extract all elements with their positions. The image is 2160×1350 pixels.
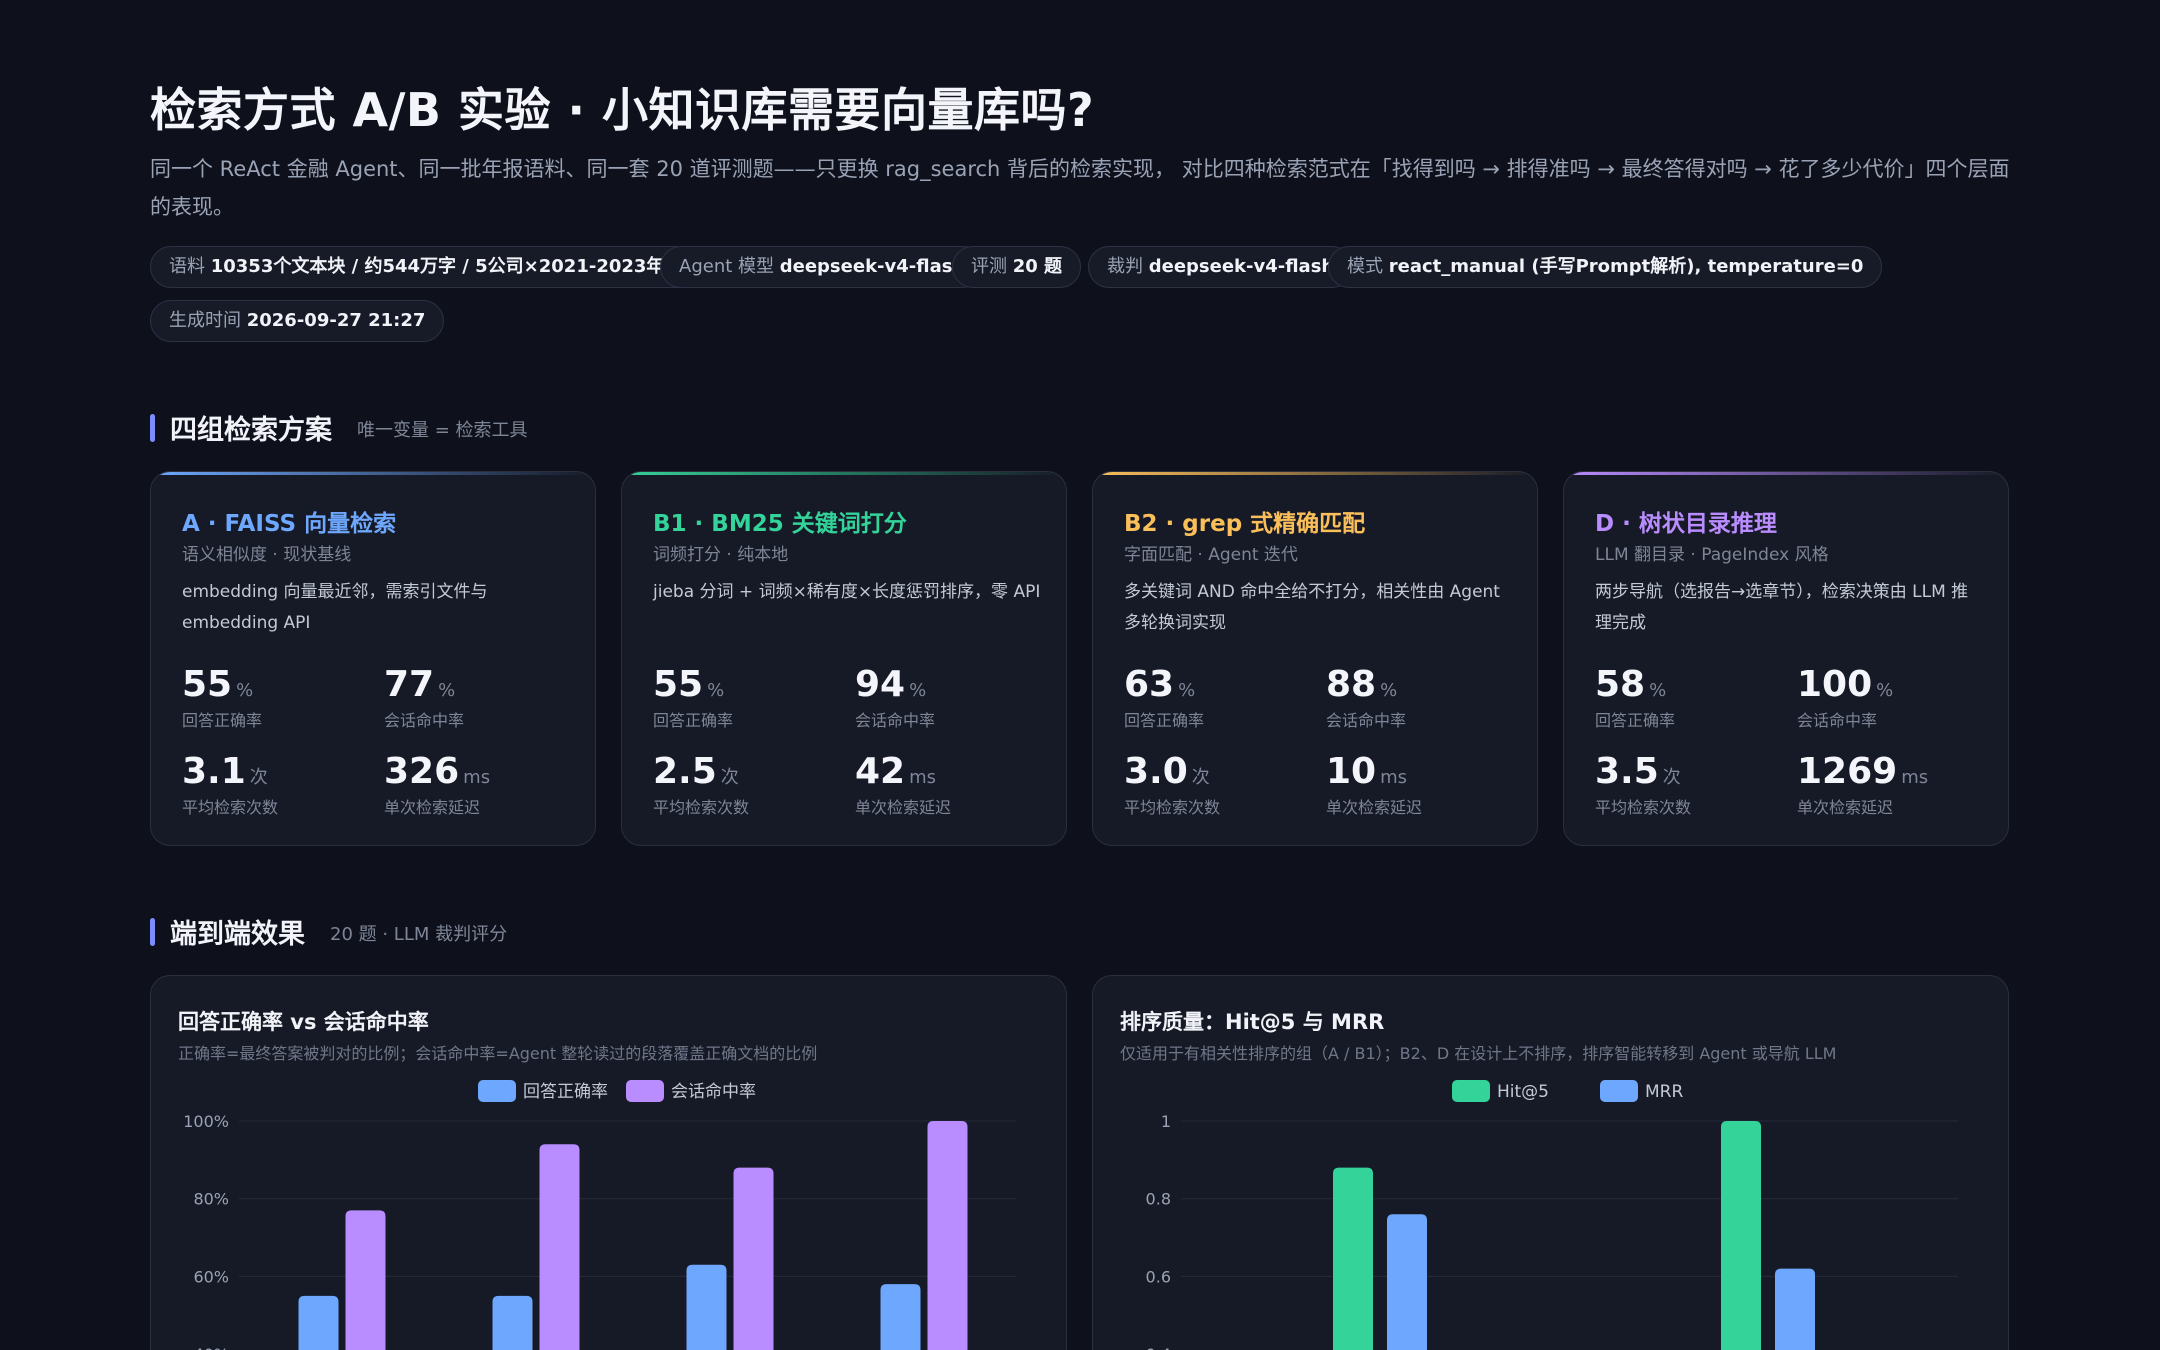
metric-hit: 100% 会话命中率 [1797, 664, 1894, 730]
chip-judge: 裁判 deepseek-v4-flash [1088, 246, 1354, 288]
legend-swatch [1600, 1080, 1638, 1102]
y-tick-label: 1 [1161, 1112, 1171, 1131]
accuracy-hit-bar-chart: 100% 80% 60% 40% 回答正确率 会话命中率 [183, 1080, 1016, 1350]
page-title: 检索方式 A/B 实验 · 小知识库需要向量库吗? [150, 83, 1095, 137]
chart-description: 仅适用于有相关性排序的组（A / B1）；B2、D 在设计上不排序，排序智能转移… [1120, 1044, 1837, 1063]
bar [880, 1284, 921, 1350]
section-note: 唯一变量 = 检索工具 [357, 420, 528, 441]
metric-calls: 3.0 次 平均检索次数 [1124, 751, 1221, 817]
bar [492, 1295, 533, 1350]
card-subtitle: 词频打分 · 纯本地 [653, 545, 789, 565]
bar [1775, 1268, 1815, 1350]
metric-accuracy: 55% 回答正确率 [653, 664, 734, 730]
metric-latency: 326 ms 单次检索延迟 [384, 751, 491, 817]
section-accent-bar [150, 414, 155, 442]
card-subtitle: 字面匹配 · Agent 迭代 [1124, 545, 1298, 565]
section-title: 端到端效果 [170, 919, 305, 950]
metric-hit: 94% 会话命中率 [855, 664, 936, 730]
y-tick-label: 40% [193, 1345, 229, 1350]
bar [686, 1264, 727, 1350]
card-description: 两步导航（选报告→选章节），检索决策由 LLM 推理完成 [1595, 582, 1969, 633]
metric-latency: 10 ms 单次检索延迟 [1326, 751, 1423, 817]
card-accent-line [622, 472, 1066, 475]
metric-calls: 3.5 次 平均检索次数 [1595, 751, 1692, 817]
card-title: A · FAISS 向量检索 [182, 511, 397, 537]
bar [298, 1295, 339, 1350]
bar [345, 1210, 386, 1350]
metric-latency: 42 ms 单次检索延迟 [855, 751, 952, 817]
metric-calls: 3.1 次 平均检索次数 [182, 751, 279, 817]
card-description: 多关键词 AND 命中全给不打分，相关性由 Agent 多轮换词实现 [1124, 582, 1500, 633]
scheme-card-a: A · FAISS 向量检索 语义相似度 · 现状基线 embedding 向量… [150, 471, 596, 846]
scheme-card-b1: B1 · BM25 关键词打分 词频打分 · 纯本地 jieba 分词 + 词频… [621, 471, 1067, 846]
metric-latency: 1269 ms 单次检索延迟 [1797, 751, 1929, 817]
chart-title: 排序质量：Hit@5 与 MRR [1120, 1010, 1385, 1034]
legend-label: MRR [1645, 1082, 1683, 1102]
y-tick-label: 60% [193, 1267, 229, 1286]
bar [1721, 1121, 1761, 1350]
metric-hit: 77% 会话命中率 [384, 664, 465, 730]
card-description: embedding 向量最近邻，需索引文件与 embedding API [182, 582, 488, 633]
legend-label: Hit@5 [1497, 1082, 1549, 1102]
chart-title: 回答正确率 vs 会话命中率 [178, 1010, 429, 1034]
legend-label: 会话命中率 [671, 1082, 756, 1102]
legend-swatch [626, 1080, 664, 1102]
metric-accuracy: 55% 回答正确率 [182, 664, 263, 730]
section-title: 四组检索方案 [170, 415, 332, 446]
metric-hit: 88% 会话命中率 [1326, 664, 1407, 730]
metric-accuracy: 58% 回答正确率 [1595, 664, 1676, 730]
y-tick-label: 0.8 [1146, 1190, 1171, 1209]
card-accent-line [1093, 472, 1537, 475]
chart-card-accuracy-hit: 回答正确率 vs 会话命中率 正确率=最终答案被判对的比例；会话命中率=Agen… [150, 975, 1067, 1350]
page-subtitle: 同一个 ReAct 金融 Agent、同一批年报语料、同一套 20 道评测题——… [150, 157, 2010, 219]
legend-swatch [1452, 1080, 1490, 1102]
scheme-card-b2: B2 · grep 式精确匹配 字面匹配 · Agent 迭代 多关键词 AND… [1092, 471, 1538, 846]
metric-calls: 2.5 次 平均检索次数 [653, 751, 750, 817]
bar [1387, 1214, 1427, 1350]
bar [1333, 1167, 1373, 1350]
chip-generated-time: 生成时间 2026-09-27 21:27 [150, 300, 445, 342]
bar [539, 1144, 580, 1350]
card-title: D · 树状目录推理 [1595, 511, 1777, 537]
card-title: B1 · BM25 关键词打分 [653, 511, 907, 537]
y-tick-label: 100% [183, 1112, 229, 1131]
card-title: B2 · grep 式精确匹配 [1124, 511, 1366, 537]
card-subtitle: LLM 翻目录 · PageIndex 风格 [1595, 545, 1829, 565]
y-tick-label: 80% [193, 1190, 229, 1209]
bar [927, 1121, 968, 1350]
legend-swatch [478, 1080, 516, 1102]
section-accent-bar [150, 918, 155, 946]
chart-description: 正确率=最终答案被判对的比例；会话命中率=Agent 整轮读过的段落覆盖正确文档… [178, 1044, 818, 1063]
chip-agent-model: Agent 模型 deepseek-v4-flash [660, 246, 985, 288]
card-description: jieba 分词 + 词频×稀有度×长度惩罚排序，零 API [653, 582, 1041, 602]
scheme-card-d: D · 树状目录推理 LLM 翻目录 · PageIndex 风格 两步导航（选… [1563, 471, 2009, 846]
y-tick-label: 0.6 [1146, 1267, 1171, 1286]
chip-eval: 评测 20 题 [952, 246, 1082, 288]
bar [733, 1167, 774, 1350]
legend-label: 回答正确率 [523, 1082, 608, 1102]
chart-card-ranking: 排序质量：Hit@5 与 MRR 仅适用于有相关性排序的组（A / B1）；B2… [1092, 975, 2009, 1350]
y-tick-label: 0.4 [1146, 1345, 1171, 1350]
chip-corpus: 语料 10353个文本块 / 约544万字 / 5公司×2021-2023年报 [150, 246, 702, 288]
card-accent-line [151, 472, 595, 475]
metric-accuracy: 63% 回答正确率 [1124, 664, 1205, 730]
section-note: 20 题 · LLM 裁判评分 [330, 924, 508, 945]
chip-mode: 模式 react_manual (手写Prompt解析), temperatur… [1328, 246, 1883, 288]
card-accent-line [1564, 472, 2008, 475]
card-subtitle: 语义相似度 · 现状基线 [182, 545, 352, 565]
ranking-quality-bar-chart: 1 0.8 0.6 0.4 Hit@5 MRR [1146, 1080, 1958, 1350]
